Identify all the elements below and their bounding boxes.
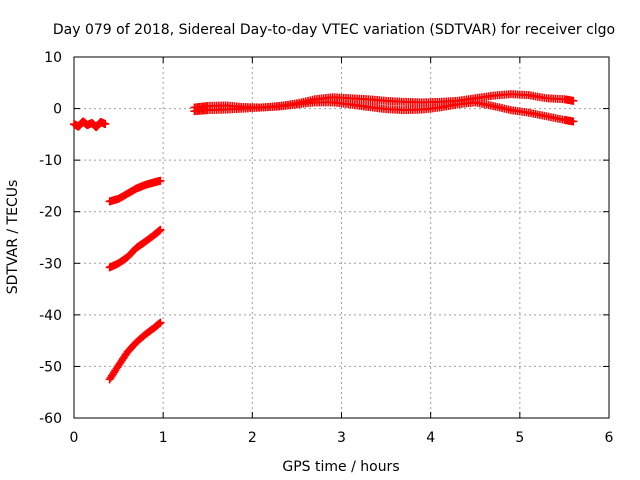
x-tick-label: 3 (337, 430, 346, 446)
x-tick-label: 2 (248, 430, 257, 446)
y-tick-label: 0 (53, 102, 62, 118)
x-tick-label: 5 (515, 430, 524, 446)
data-point (569, 117, 578, 126)
x-tick-label: 1 (159, 430, 168, 446)
series-3 (105, 225, 165, 272)
y-tick-label: -40 (39, 308, 62, 324)
y-tick-label: -20 (39, 205, 62, 221)
y-tick-label: -10 (39, 153, 62, 169)
y-axis-label: SDTVAR / TECUs (5, 180, 21, 295)
chart-title: Day 079 of 2018, Sidereal Day-to-day VTE… (53, 22, 615, 38)
x-tick-label: 0 (70, 430, 79, 446)
x-axis-label: GPS time / hours (282, 459, 399, 475)
axis-ticks: 0 1 2 3 4 5 6 10 0 -10 -20 -30 -40 -50 -60 (39, 50, 613, 446)
data-point (156, 176, 165, 185)
y-tick-label: -30 (39, 256, 62, 272)
y-tick-label: -60 (39, 411, 62, 427)
y-tick-label: 10 (44, 50, 62, 66)
x-tick-label: 6 (605, 430, 614, 446)
data-point (101, 120, 110, 129)
series-6 (190, 98, 578, 126)
data-point (156, 318, 165, 327)
series-2 (105, 176, 165, 206)
series-4 (105, 318, 165, 384)
data-point (156, 225, 165, 234)
series-1 (70, 117, 110, 132)
y-tick-label: -50 (39, 359, 62, 375)
data-point (569, 96, 578, 105)
x-tick-label: 4 (426, 430, 435, 446)
data-points (70, 90, 578, 384)
